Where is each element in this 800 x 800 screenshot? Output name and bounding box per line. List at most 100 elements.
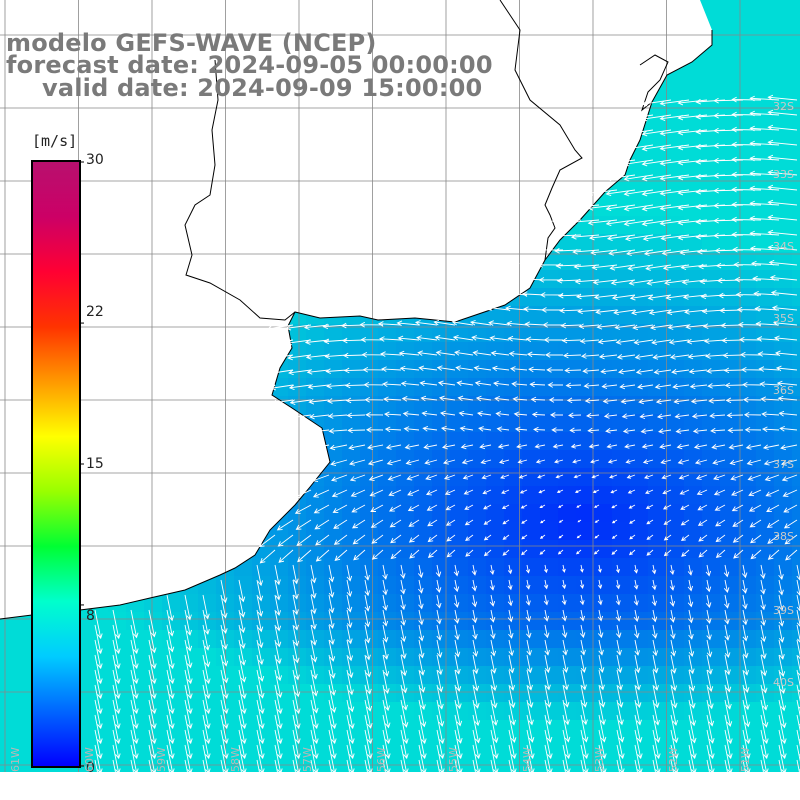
speed-cell (792, 234, 800, 253)
wind-arrow (729, 459, 744, 466)
wind-arrow (724, 654, 731, 676)
wind-arrow (742, 699, 751, 728)
wind-arrow (202, 699, 211, 730)
speed-cell (432, 612, 451, 631)
wind-arrow (512, 396, 528, 402)
wind-arrow (543, 594, 549, 606)
speed-cell (666, 666, 685, 685)
wind-arrow (490, 759, 499, 790)
wind-arrow (238, 609, 246, 634)
wind-arrow (598, 669, 605, 691)
speed-cell (126, 648, 145, 667)
wind-arrow (539, 292, 564, 298)
speed-cell (684, 486, 703, 505)
wind-arrow (333, 534, 348, 545)
wind-arrow (352, 534, 366, 545)
speed-cell (288, 360, 307, 379)
speed-cell (162, 648, 181, 667)
speed-cell (666, 72, 685, 91)
wind-arrow (285, 324, 312, 331)
wind-arrow (364, 699, 373, 729)
wind-arrow (733, 261, 762, 268)
wind-arrow (310, 699, 319, 730)
speed-cell (792, 54, 800, 73)
speed-cell (684, 162, 703, 181)
wind-arrow (703, 338, 726, 344)
wind-arrow (625, 459, 636, 464)
speed-cell (666, 720, 685, 739)
wind-arrow (274, 639, 282, 665)
wind-arrow (482, 489, 492, 495)
wind-arrow (502, 534, 510, 540)
speed-cell (702, 288, 721, 307)
wind-arrow (651, 579, 657, 591)
wind-arrow (606, 443, 618, 449)
speed-cell (360, 738, 379, 757)
speed-cell (738, 558, 757, 577)
speed-cell (522, 666, 541, 685)
wind-arrow (418, 759, 427, 790)
wind-arrow (778, 564, 784, 580)
speed-cell (270, 630, 289, 649)
wind-arrow (454, 744, 463, 775)
wind-arrow (544, 684, 552, 708)
speed-cell (792, 504, 800, 523)
speed-cell (576, 450, 595, 469)
wind-arrow (760, 609, 766, 626)
speed-cell (558, 468, 577, 487)
wind-arrow (615, 594, 621, 606)
wind-arrow (796, 639, 800, 660)
wind-arrow (742, 579, 748, 594)
speed-cell (486, 378, 505, 397)
wind-arrow (267, 339, 294, 346)
speed-cell (522, 324, 541, 343)
wind-arrow (621, 413, 636, 419)
speed-cell (504, 684, 523, 703)
wind-arrow (166, 609, 175, 637)
wind-arrow (454, 654, 461, 675)
wind-arrow (615, 609, 622, 622)
speed-cell (450, 432, 469, 451)
wind-arrow (767, 124, 798, 131)
wind-arrow (562, 744, 571, 775)
wind-arrow (692, 428, 708, 434)
wind-arrow (310, 669, 319, 697)
wind-arrow (531, 411, 546, 418)
speed-cell (378, 504, 397, 523)
speed-cell (684, 270, 703, 289)
speed-cell (324, 522, 343, 541)
speed-cell (774, 72, 793, 91)
speed-cell (738, 486, 757, 505)
wind-arrow (760, 699, 769, 728)
speed-cell (450, 414, 469, 433)
speed-cell (468, 540, 487, 559)
speed-cell (684, 450, 703, 469)
speed-cell (270, 594, 289, 613)
speed-cell (414, 360, 433, 379)
speed-cell (360, 702, 379, 721)
speed-cell (342, 522, 361, 541)
speed-cell (540, 396, 559, 415)
wind-arrow (651, 339, 672, 345)
speed-cell (738, 126, 757, 145)
wind-arrow (615, 624, 622, 639)
speed-cell (378, 414, 397, 433)
wind-arrow (312, 489, 330, 498)
speed-cell (720, 252, 739, 271)
wind-arrow (580, 714, 589, 743)
speed-cell (558, 486, 577, 505)
speed-cell (756, 252, 775, 271)
speed-cell (0, 666, 19, 685)
speed-cell (738, 342, 757, 361)
wind-arrow (491, 365, 510, 372)
wind-arrow (130, 714, 139, 745)
speed-cell (792, 342, 800, 361)
speed-cell (342, 540, 361, 559)
speed-cell (90, 648, 109, 667)
speed-cell (180, 738, 199, 757)
wind-arrow (724, 684, 732, 710)
speed-cell (774, 504, 793, 523)
wind-arrow (400, 699, 409, 728)
wind-arrow (538, 489, 546, 494)
